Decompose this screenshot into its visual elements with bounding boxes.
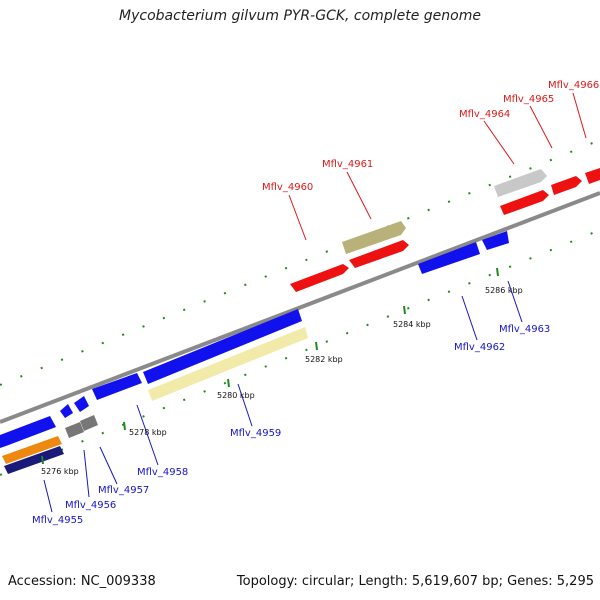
scale-label-5282: 5282 kbp (305, 355, 343, 364)
gene-mflv-4964-feature[interactable] (494, 169, 547, 197)
gene-mflv-4957[interactable] (74, 396, 89, 412)
gene-mflv-4961[interactable] (349, 240, 409, 268)
label-mflv-4960[interactable]: Mflv_4960 (262, 182, 313, 193)
accession-text: Accession: NC_009338 (8, 574, 156, 589)
gene-mflv-4966[interactable] (585, 168, 600, 184)
label-mflv-4958[interactable]: Mflv_4958 (137, 467, 188, 478)
label-mflv-4961[interactable]: Mflv_4961 (322, 159, 373, 170)
gene-mflv-4959-feature[interactable] (148, 327, 308, 401)
gene-mflv-4956[interactable] (60, 404, 73, 418)
label-mflv-4955[interactable]: Mflv_4955 (32, 515, 83, 526)
gene-mflv-4957-feature[interactable] (80, 415, 98, 431)
gene-mflv-4964[interactable] (500, 190, 549, 215)
map-title: Mycobacterium gilvum PYR-GCK, complete g… (119, 8, 481, 24)
topology-text: Topology: circular; Length: 5,619,607 bp… (236, 574, 594, 589)
gene-mflv-4963[interactable] (482, 231, 509, 250)
gene-mflv-4958[interactable] (92, 373, 142, 400)
label-mflv-4965[interactable]: Mflv_4965 (503, 94, 554, 105)
genome-backbone (0, 191, 600, 424)
label-mflv-4962[interactable]: Mflv_4962 (454, 342, 505, 353)
label-mflv-4957[interactable]: Mflv_4957 (98, 485, 149, 496)
label-mflv-4966[interactable]: Mflv_4966 (548, 80, 599, 91)
gene-mflv-4956-feature[interactable] (65, 422, 84, 438)
scale-label-5286: 5286 kbp (485, 286, 523, 295)
gene-mflv-4955[interactable] (0, 416, 56, 448)
tick-track-outer (0, 139, 600, 386)
scale-label-5278: 5278 kbp (129, 428, 167, 437)
scale-label-5284: 5284 kbp (393, 320, 431, 329)
label-mflv-4959[interactable]: Mflv_4959 (230, 428, 281, 439)
gene-mflv-4965[interactable] (551, 176, 582, 195)
scale-label-5276: 5276 kbp (41, 467, 79, 476)
label-mflv-4956[interactable]: Mflv_4956 (65, 500, 116, 511)
gene-mflv-4961-feature[interactable] (342, 221, 406, 254)
gene-mflv-4962[interactable] (418, 242, 480, 274)
gene-mflv-4955-feature-b[interactable] (4, 446, 64, 474)
gene-mflv-4960[interactable] (290, 264, 349, 292)
gene-mflv-4959[interactable] (143, 309, 302, 384)
gene-mflv-4955-feature[interactable] (2, 436, 62, 464)
tick-track-inner (0, 229, 600, 476)
label-mflv-4964[interactable]: Mflv_4964 (459, 109, 510, 120)
scale-label-5280: 5280 kbp (217, 391, 255, 400)
label-mflv-4963[interactable]: Mflv_4963 (499, 324, 550, 335)
